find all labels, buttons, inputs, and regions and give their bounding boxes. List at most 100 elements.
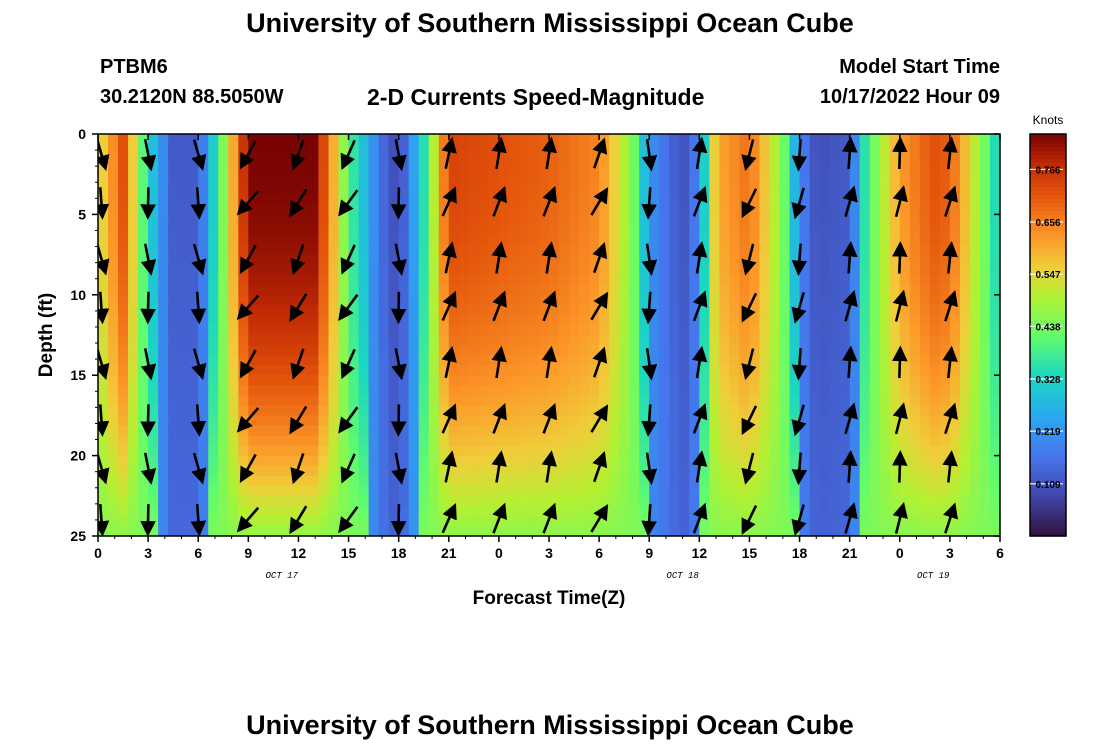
heatmap-cell: [549, 485, 560, 497]
heatmap-cell: [549, 495, 560, 507]
velocity-arrow: [390, 504, 407, 536]
heatmap-cell: [348, 365, 360, 376]
heatmap-cell: [308, 495, 320, 507]
heatmap-cell: [959, 385, 971, 396]
heatmap-cell: [378, 425, 390, 437]
heatmap-cell: [779, 234, 791, 246]
velocity-arrow: [441, 241, 457, 274]
heatmap-cell: [238, 324, 249, 336]
heatmap-cell: [809, 375, 821, 386]
heatmap-cell: [428, 465, 440, 477]
heatmap-cell: [559, 415, 570, 427]
heatmap-cell: [508, 465, 520, 477]
heatmap-cell: [729, 274, 741, 286]
heatmap-cell: [769, 415, 781, 427]
velocity-arrow: [592, 450, 608, 483]
heatmap-cell: [929, 134, 941, 145]
heatmap-cell: [178, 425, 189, 437]
heatmap-cell: [278, 294, 290, 306]
heatmap-cell: [709, 475, 720, 487]
heatmap-cell: [989, 415, 1000, 427]
heatmap-cell: [328, 415, 340, 427]
heatmap-cell: [138, 375, 149, 386]
heatmap-cell: [909, 385, 921, 396]
heatmap-cell: [969, 284, 981, 296]
heatmap-cell: [438, 274, 450, 286]
heatmap-cell: [939, 445, 951, 457]
heatmap-cell: [799, 324, 811, 336]
heatmap-cell: [589, 234, 600, 246]
heatmap-cell: [709, 194, 720, 205]
heatmap-cell: [98, 385, 109, 396]
heatmap-cell: [358, 475, 370, 487]
colorbar-segment: [1030, 318, 1066, 324]
heatmap-cell: [609, 365, 620, 376]
heatmap-cell: [318, 244, 330, 256]
heatmap-cell: [348, 395, 360, 406]
heatmap-cell: [518, 264, 530, 276]
heatmap-cell: [248, 284, 259, 296]
heatmap-cell: [218, 244, 229, 256]
heatmap-cell: [639, 264, 650, 276]
heatmap-cell: [649, 415, 660, 427]
heatmap-cell: [358, 144, 370, 155]
heatmap-cell: [769, 495, 781, 507]
heatmap-cell: [709, 465, 720, 477]
heatmap-cell: [318, 214, 330, 226]
heatmap-cell: [669, 254, 680, 266]
heatmap-cell: [108, 395, 119, 406]
heatmap-cell: [308, 505, 320, 517]
heatmap-cell: [609, 485, 620, 497]
heatmap-cell: [989, 465, 1000, 477]
heatmap-cell: [669, 284, 680, 296]
heatmap-cell: [679, 284, 690, 296]
heatmap-cell: [639, 445, 650, 457]
heatmap-cell: [368, 274, 380, 286]
heatmap-cell: [218, 355, 229, 366]
heatmap-cell: [398, 224, 410, 236]
heatmap-cell: [218, 194, 229, 205]
heatmap-cell: [819, 345, 831, 356]
heatmap-cell: [819, 274, 831, 286]
heatmap-cell: [218, 335, 229, 346]
heatmap-cell: [819, 134, 831, 145]
heatmap-cell: [148, 134, 159, 145]
heatmap-cell: [488, 184, 500, 195]
heatmap-cell: [198, 174, 209, 185]
heatmap-cell: [288, 395, 300, 406]
heatmap-cell: [458, 164, 470, 175]
heatmap-cell: [729, 465, 741, 477]
heatmap-cell: [178, 314, 189, 326]
heatmap-cell: [498, 314, 510, 326]
heatmap-cell: [959, 395, 971, 406]
heatmap-cell: [949, 465, 961, 477]
heatmap-cell: [989, 405, 1000, 416]
heatmap-cell: [168, 415, 179, 427]
heatmap-cell: [268, 144, 279, 155]
heatmap-cell: [969, 415, 981, 427]
heatmap-cell: [438, 184, 450, 195]
heatmap-cell: [388, 234, 400, 246]
heatmap-cell: [488, 174, 500, 185]
heatmap-cell: [849, 375, 861, 386]
heatmap-cell: [328, 284, 340, 296]
colorbar-segment: [1030, 306, 1066, 312]
heatmap-cell: [649, 435, 660, 447]
heatmap-cell: [629, 214, 640, 226]
heatmap-cell: [839, 214, 851, 226]
heatmap-cell: [128, 425, 139, 437]
heatmap-cell: [549, 224, 560, 236]
velocity-arrow: [741, 452, 757, 485]
heatmap-cell: [288, 234, 300, 246]
heatmap-cell: [709, 214, 720, 226]
heatmap-cell: [579, 174, 590, 185]
velocity-arrow: [943, 290, 958, 322]
heatmap-cell: [889, 395, 901, 406]
heatmap-cell: [518, 184, 530, 195]
heatmap-cell: [188, 495, 199, 507]
heatmap-cell: [478, 164, 490, 175]
heatmap-cell: [158, 224, 169, 236]
heatmap-cell: [929, 144, 941, 155]
heatmap-cell: [508, 495, 520, 507]
heatmap-cell: [689, 254, 700, 266]
